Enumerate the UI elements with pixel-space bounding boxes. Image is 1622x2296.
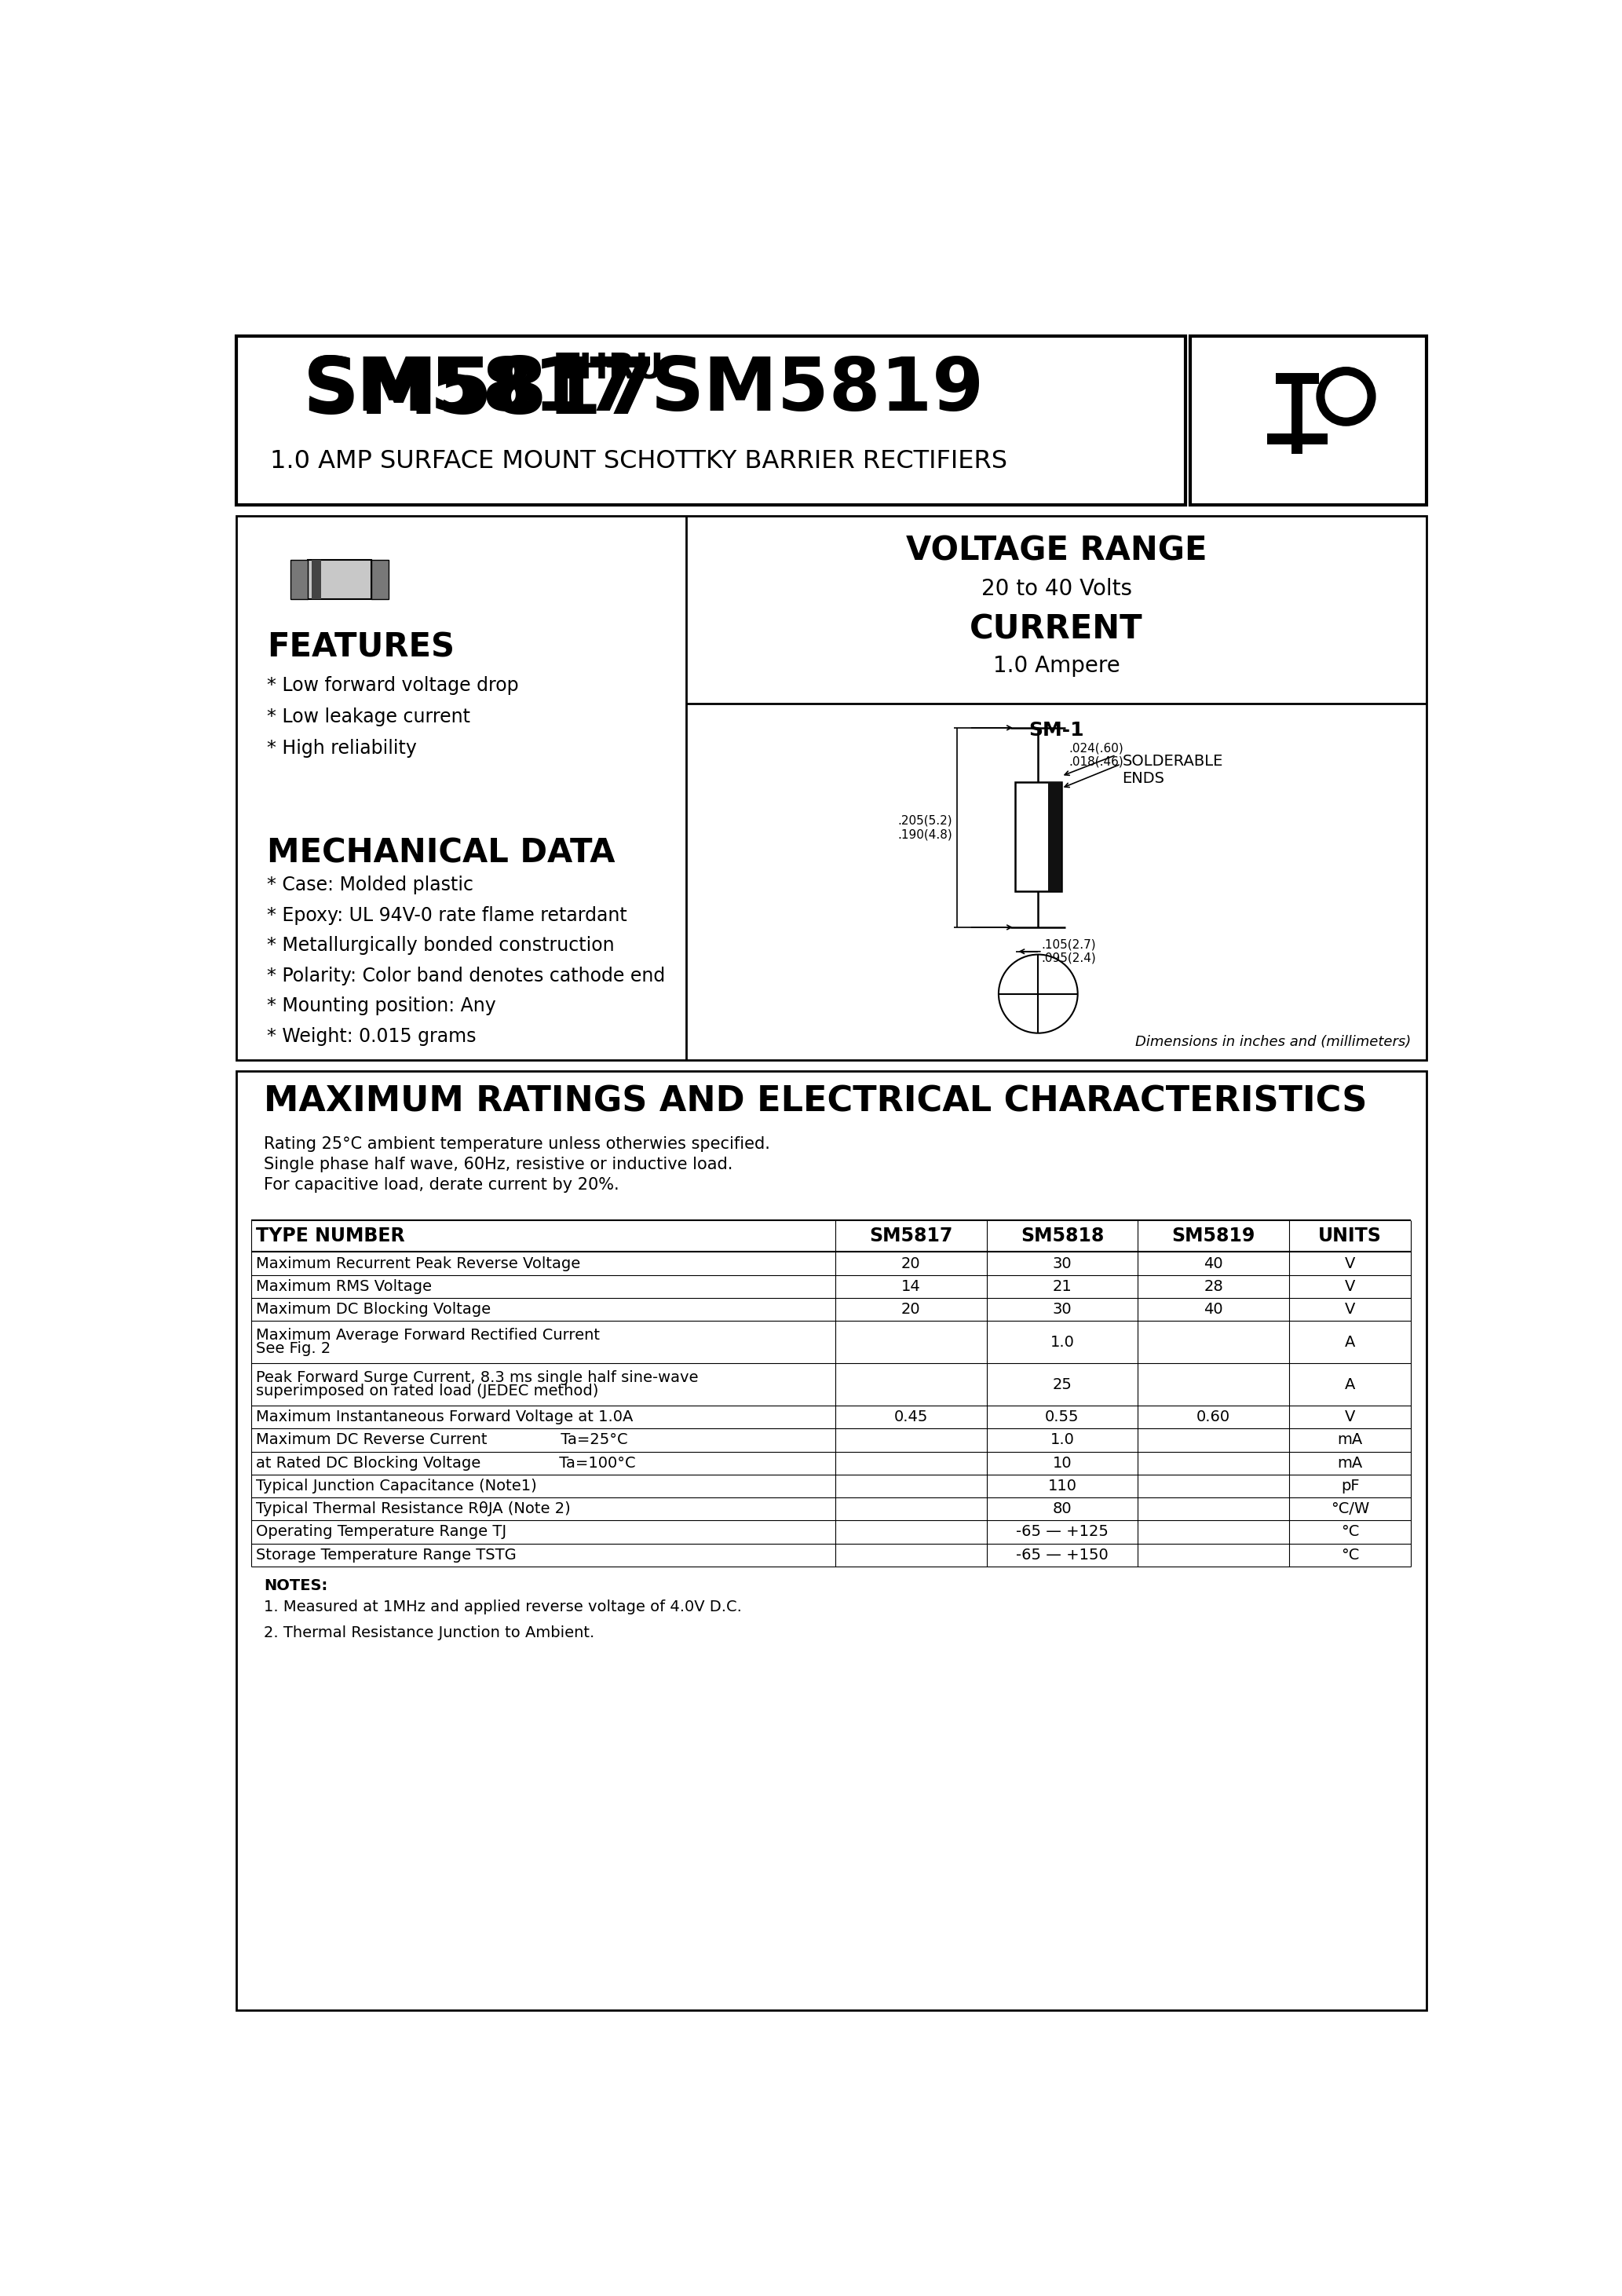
Text: 10: 10 — [1053, 1456, 1072, 1469]
Text: 1.0: 1.0 — [1049, 1334, 1074, 1350]
Text: * Metallurgically bonded construction: * Metallurgically bonded construction — [266, 937, 615, 955]
Text: Maximum DC Blocking Voltage: Maximum DC Blocking Voltage — [256, 1302, 491, 1318]
Text: FEATURES: FEATURES — [266, 631, 454, 664]
Text: Maximum RMS Voltage: Maximum RMS Voltage — [256, 1279, 431, 1295]
Text: 110: 110 — [1048, 1479, 1077, 1492]
Text: SM-1: SM-1 — [1028, 721, 1083, 739]
Text: at Rated DC Blocking Voltage                Ta=100°C: at Rated DC Blocking Voltage Ta=100°C — [256, 1456, 636, 1469]
Text: Storage Temperature Range TSTG: Storage Temperature Range TSTG — [256, 1548, 517, 1561]
Text: .205(5.2)
.190(4.8): .205(5.2) .190(4.8) — [897, 815, 952, 840]
Bar — [1015, 783, 1061, 891]
Text: V: V — [1345, 1256, 1356, 1272]
Text: 25: 25 — [1053, 1378, 1072, 1391]
Text: 14: 14 — [902, 1279, 921, 1295]
Text: Dimensions in inches and (millimeters): Dimensions in inches and (millimeters) — [1135, 1035, 1411, 1049]
Text: Single phase half wave, 60Hz, resistive or inductive load.: Single phase half wave, 60Hz, resistive … — [264, 1157, 733, 1173]
Text: NOTES:: NOTES: — [264, 1577, 328, 1593]
Text: 28: 28 — [1204, 1279, 1223, 1295]
Text: SM5817: SM5817 — [303, 354, 637, 427]
Text: VOLTAGE RANGE: VOLTAGE RANGE — [905, 535, 1207, 567]
Text: 2. Thermal Resistance Junction to Ambient.: 2. Thermal Resistance Junction to Ambien… — [264, 1626, 594, 1639]
Bar — [1191, 335, 1426, 505]
Bar — [237, 335, 1186, 505]
Text: .024(.60)
.018(.46): .024(.60) .018(.46) — [1069, 742, 1124, 767]
Bar — [237, 1072, 1426, 2011]
Text: V: V — [1345, 1279, 1356, 1295]
Text: CURRENT: CURRENT — [970, 613, 1144, 645]
Text: * Weight: 0.015 grams: * Weight: 0.015 grams — [266, 1026, 475, 1047]
Text: V: V — [1345, 1302, 1356, 1318]
Text: Maximum DC Reverse Current               Ta=25°C: Maximum DC Reverse Current Ta=25°C — [256, 1433, 628, 1446]
Text: Maximum Recurrent Peak Reverse Voltage: Maximum Recurrent Peak Reverse Voltage — [256, 1256, 581, 1272]
Text: See Fig. 2: See Fig. 2 — [256, 1341, 331, 1357]
Text: Peak Forward Surge Current, 8.3 ms single half sine-wave: Peak Forward Surge Current, 8.3 ms singl… — [256, 1371, 699, 1384]
Text: MECHANICAL DATA: MECHANICAL DATA — [266, 836, 615, 870]
Text: 1.0 Ampere: 1.0 Ampere — [993, 654, 1119, 677]
Text: 1.0: 1.0 — [1049, 1433, 1074, 1446]
Bar — [237, 517, 1426, 1061]
Text: SM5819: SM5819 — [1171, 1226, 1255, 1247]
Text: MAXIMUM RATINGS AND ELECTRICAL CHARACTERISTICS: MAXIMUM RATINGS AND ELECTRICAL CHARACTER… — [264, 1084, 1367, 1118]
Text: * Low leakage current: * Low leakage current — [266, 707, 470, 726]
Text: * Mounting position: Any: * Mounting position: Any — [266, 996, 496, 1015]
Text: 21: 21 — [1053, 1279, 1072, 1295]
Text: 0.45: 0.45 — [894, 1410, 928, 1424]
Text: * Polarity: Color band denotes cathode end: * Polarity: Color band denotes cathode e… — [266, 967, 665, 985]
Text: pF: pF — [1341, 1479, 1359, 1492]
Text: °C: °C — [1341, 1548, 1359, 1561]
Text: Typical Thermal Resistance RθJA (Note 2): Typical Thermal Resistance RθJA (Note 2) — [256, 1502, 571, 1515]
Text: Maximum Average Forward Rectified Current: Maximum Average Forward Rectified Curren… — [256, 1327, 600, 1343]
Bar — [371, 560, 389, 599]
Text: A: A — [1345, 1378, 1356, 1391]
Text: 20: 20 — [902, 1256, 920, 1272]
Text: SM5817: SM5817 — [303, 354, 710, 429]
Text: * Case: Molded plastic: * Case: Molded plastic — [266, 875, 474, 895]
Text: Maximum Instantaneous Forward Voltage at 1.0A: Maximum Instantaneous Forward Voltage at… — [256, 1410, 634, 1424]
Text: 1. Measured at 1MHz and applied reverse voltage of 4.0V D.C.: 1. Measured at 1MHz and applied reverse … — [264, 1600, 741, 1614]
Text: 80: 80 — [1053, 1502, 1072, 1515]
Text: UNITS: UNITS — [1319, 1226, 1382, 1247]
Text: * Low forward voltage drop: * Low forward voltage drop — [266, 677, 519, 696]
Text: -65 — +125: -65 — +125 — [1015, 1525, 1108, 1538]
Text: A: A — [1345, 1334, 1356, 1350]
Bar — [308, 560, 371, 599]
Text: -65 — +150: -65 — +150 — [1015, 1548, 1108, 1561]
Bar — [290, 560, 308, 599]
Text: mA: mA — [1338, 1433, 1362, 1446]
Text: 20 to 40 Volts: 20 to 40 Volts — [981, 579, 1132, 599]
Text: 30: 30 — [1053, 1256, 1072, 1272]
Text: * High reliability: * High reliability — [266, 739, 417, 758]
Text: V: V — [1345, 1410, 1356, 1424]
Text: SM5817: SM5817 — [869, 1226, 952, 1247]
Text: 20: 20 — [902, 1302, 920, 1318]
Text: Operating Temperature Range TJ: Operating Temperature Range TJ — [256, 1525, 506, 1538]
Text: Rating 25°C ambient temperature unless otherwies specified.: Rating 25°C ambient temperature unless o… — [264, 1137, 770, 1153]
Text: °C/W: °C/W — [1332, 1502, 1369, 1515]
Bar — [311, 560, 321, 599]
Text: Typical Junction Capacitance (Note1): Typical Junction Capacitance (Note1) — [256, 1479, 537, 1492]
Text: 0.55: 0.55 — [1045, 1410, 1079, 1424]
Text: SOLDERABLE
ENDS: SOLDERABLE ENDS — [1122, 753, 1223, 785]
Text: TYPE NUMBER: TYPE NUMBER — [256, 1226, 406, 1247]
Text: °C: °C — [1341, 1525, 1359, 1538]
Text: mA: mA — [1338, 1456, 1362, 1469]
Text: superimposed on rated load (JEDEC method): superimposed on rated load (JEDEC method… — [256, 1384, 599, 1398]
Text: THRU: THRU — [556, 351, 663, 386]
Text: SM5819: SM5819 — [650, 354, 983, 427]
Text: 30: 30 — [1053, 1302, 1072, 1318]
Text: * Epoxy: UL 94V-0 rate flame retardant: * Epoxy: UL 94V-0 rate flame retardant — [266, 907, 626, 925]
Bar — [1048, 783, 1061, 891]
Text: 40: 40 — [1204, 1302, 1223, 1318]
Text: For capacitive load, derate current by 20%.: For capacitive load, derate current by 2… — [264, 1178, 620, 1192]
Text: 1.0 AMP SURFACE MOUNT SCHOTTKY BARRIER RECTIFIERS: 1.0 AMP SURFACE MOUNT SCHOTTKY BARRIER R… — [269, 450, 1007, 473]
Text: SM5818: SM5818 — [1020, 1226, 1105, 1247]
Text: 40: 40 — [1204, 1256, 1223, 1272]
Text: 0.60: 0.60 — [1197, 1410, 1231, 1424]
Text: .105(2.7)
.095(2.4): .105(2.7) .095(2.4) — [1041, 939, 1096, 964]
